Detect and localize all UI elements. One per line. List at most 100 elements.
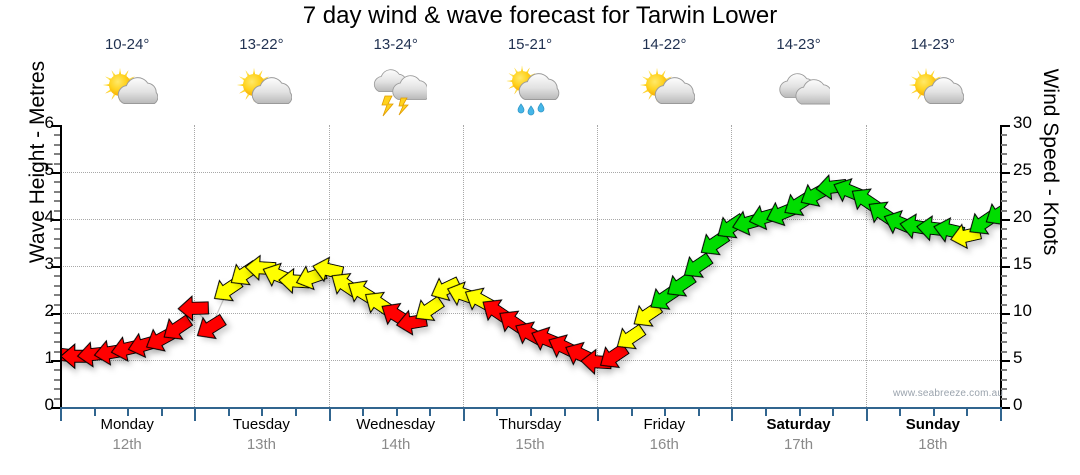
day-label-tuesday: Tuesday 13th	[194, 415, 328, 455]
right-tick-minor	[1001, 190, 1007, 193]
left-tick-major	[51, 266, 60, 268]
day-label-monday: Monday 12th	[60, 415, 194, 455]
right-tick-label: 20	[1013, 207, 1032, 226]
left-tick-major	[51, 219, 60, 221]
bottom-tick-minor	[429, 407, 432, 416]
day-date: 13th	[246, 436, 277, 453]
day-header-thursday: 15-21°	[463, 36, 597, 120]
cloudy-icon	[732, 58, 866, 120]
sun-behind-cloud-icon	[866, 58, 1000, 120]
day-header-tuesday: 13-22°	[194, 36, 328, 120]
left-tick-label: 2	[44, 301, 54, 320]
bottom-tick-minor	[160, 407, 163, 416]
bottom-tick-minor	[395, 407, 398, 416]
bottom-tick-minor	[765, 407, 767, 416]
left-tick-label: 0	[44, 395, 54, 414]
day-label-saturday: Saturday 17th	[732, 415, 866, 455]
left-tick-minor	[54, 388, 60, 391]
wind-arrow-series	[60, 174, 1000, 375]
right-tick-label: 5	[1013, 348, 1023, 367]
left-tick-minor	[54, 237, 60, 240]
right-tick-major	[1001, 407, 1010, 409]
gridline-horizontal	[60, 219, 1000, 220]
left-tick-minor	[54, 331, 60, 334]
right-tick-minor	[1001, 303, 1007, 306]
right-tick-minor	[1001, 256, 1007, 259]
day-date: 17th	[783, 436, 814, 453]
left-tick-minor	[54, 256, 60, 259]
left-tick-major	[51, 172, 60, 174]
thunderstorm-icon	[329, 58, 463, 120]
right-tick-minor	[1001, 153, 1007, 156]
right-tick-major	[1001, 313, 1010, 315]
right-tick-major	[1001, 125, 1010, 127]
bottom-tick-minor	[227, 407, 230, 416]
left-tick-label: 1	[44, 348, 54, 367]
right-tick-minor	[1001, 397, 1007, 400]
left-tick-label: 3	[44, 254, 54, 273]
left-tick-minor	[54, 153, 60, 156]
left-tick-major	[51, 313, 60, 315]
right-tick-minor	[1001, 322, 1007, 325]
bottom-tick-minor	[664, 407, 667, 416]
bottom-tick-minor	[899, 407, 902, 416]
left-tick-label: 6	[44, 113, 54, 132]
left-tick-minor	[54, 322, 60, 325]
day-label-friday: Friday 16th	[597, 415, 731, 455]
bottom-tick-minor	[261, 407, 264, 416]
left-tick-minor	[54, 181, 60, 184]
day-temperature-range: 13-22°	[239, 36, 284, 53]
sun-rain-shower-icon	[463, 58, 597, 120]
bottom-tick-minor	[496, 407, 499, 416]
right-tick-minor	[1001, 388, 1007, 391]
day-label-wednesday: Wednesday 14th	[329, 415, 463, 455]
day-name: Sunday	[905, 416, 960, 433]
bottom-tick-minor	[563, 407, 566, 416]
right-tick-minor	[1001, 294, 1007, 297]
day-temperature-range: 10-24°	[104, 36, 150, 53]
day-date: 16th	[649, 436, 679, 453]
left-tick-label: 4	[44, 207, 54, 226]
right-tick-minor	[1001, 228, 1007, 231]
left-tick-minor	[54, 294, 60, 297]
day-header-strip: 10-24° 13-22° 13-24°	[60, 36, 1000, 128]
gridline-horizontal	[60, 313, 1000, 314]
left-tick-minor	[54, 200, 60, 203]
right-tick-minor	[1001, 134, 1007, 137]
bottom-tick-major	[60, 407, 62, 421]
gridline-vertical	[597, 125, 599, 407]
left-tick-minor	[54, 247, 60, 250]
bottom-tick-minor	[798, 407, 801, 416]
right-tick-minor	[1001, 162, 1007, 165]
left-tick-minor	[54, 275, 60, 278]
left-tick-minor	[54, 350, 60, 353]
sun-behind-cloud-icon	[597, 58, 731, 120]
day-date: 12th	[112, 436, 142, 453]
day-name: Wednesday	[356, 416, 436, 433]
left-tick-major	[51, 407, 60, 409]
day-name: Friday	[643, 416, 686, 433]
bottom-tick-minor	[530, 407, 532, 416]
right-tick-minor	[1001, 369, 1007, 372]
left-tick-minor	[54, 341, 60, 344]
right-tick-major	[1001, 219, 1010, 221]
day-name: Tuesday	[232, 416, 290, 433]
bottom-tick-minor	[362, 407, 365, 416]
right-tick-label: 25	[1013, 160, 1032, 179]
watermark: www.seabreeze.com.au	[893, 388, 1004, 399]
left-tick-minor	[54, 303, 60, 306]
bottom-tick-minor	[832, 407, 835, 416]
day-label-sunday: Sunday 18th	[866, 415, 1000, 455]
right-tick-label: 10	[1013, 301, 1032, 320]
day-name: Thursday	[498, 416, 562, 433]
sun-behind-cloud-icon	[194, 58, 328, 120]
gridline-vertical	[462, 125, 464, 407]
right-tick-minor	[1001, 284, 1007, 287]
right-tick-major	[1001, 360, 1010, 362]
right-tick-label: 0	[1013, 395, 1023, 414]
gridline-horizontal	[60, 172, 1000, 173]
bottom-tick-major	[328, 407, 331, 421]
left-tick-minor	[54, 162, 60, 165]
day-date: 15th	[515, 436, 545, 453]
